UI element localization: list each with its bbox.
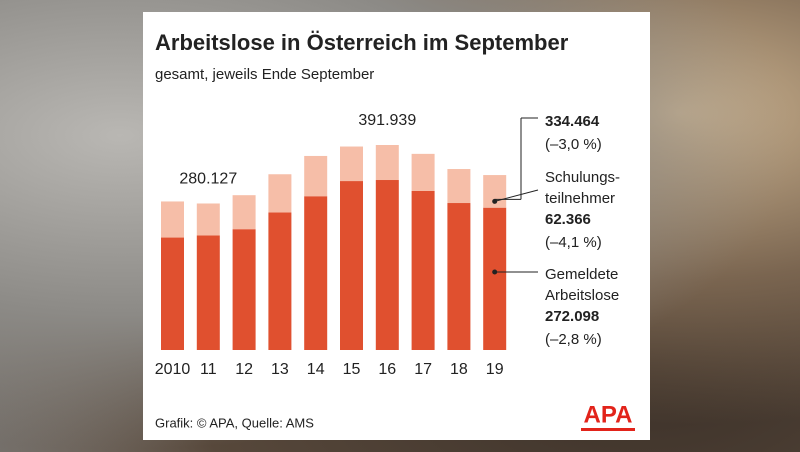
callout-dot: [492, 198, 498, 204]
value-label: 272.098: [545, 308, 599, 325]
bar-segment: [375, 145, 399, 181]
legend-label: Schulungs-: [545, 169, 620, 186]
bar-segment: [161, 237, 184, 350]
legend-label: teilnehmer: [545, 190, 615, 207]
x-tick-label: 16: [378, 361, 396, 378]
bar-segment: [483, 207, 507, 350]
logo: APA: [584, 401, 633, 428]
x-tick-label: 18: [450, 361, 468, 378]
total-label: 334.464: [545, 113, 600, 130]
logo-bar: [581, 428, 635, 431]
value-label: 62.366: [545, 211, 591, 228]
source: Grafik: © APA, Quelle: AMS: [155, 415, 314, 430]
bar-segment: [268, 212, 292, 350]
x-tick-label: 2010: [155, 361, 191, 378]
x-tick-label: 11: [200, 361, 217, 378]
x-tick-label: 15: [343, 361, 361, 378]
bar-segment: [375, 180, 399, 350]
chart-subtitle: gesamt, jeweils Ende September: [155, 66, 374, 83]
bar-segment: [232, 195, 256, 230]
bar-segment: [411, 153, 435, 191]
chart-title: Arbeitslose in Österreich im September: [155, 30, 569, 55]
total-label: 280.127: [179, 171, 237, 188]
bar-segment: [447, 203, 471, 350]
callout-line: [494, 189, 539, 202]
bar-segment: [340, 146, 363, 182]
bar-segment: [340, 181, 363, 350]
bar-segment: [196, 203, 220, 236]
x-tick-label: 13: [271, 361, 289, 378]
change-label: (–2,8 %): [545, 331, 602, 348]
change-label: (–4,1 %): [545, 234, 602, 251]
bar-segment: [411, 190, 435, 350]
total-label: 391.939: [358, 112, 416, 129]
bar-segment: [304, 196, 328, 350]
bar-segment: [268, 174, 292, 213]
change-label: (–3,0 %): [545, 136, 602, 153]
legend-label: Arbeitslose: [545, 287, 619, 304]
bar-segment: [304, 155, 328, 197]
x-tick-label: 19: [486, 361, 504, 378]
legend-label: Gemeldete: [545, 266, 618, 283]
bar-segment: [161, 201, 184, 238]
x-tick-label: 17: [414, 361, 432, 378]
x-tick-label: 14: [307, 361, 325, 378]
callout-dot: [492, 269, 498, 275]
bar-segment: [232, 229, 256, 350]
bar-segment: [447, 169, 471, 204]
bar-segment: [196, 235, 220, 350]
x-tick-label: 12: [235, 361, 253, 378]
